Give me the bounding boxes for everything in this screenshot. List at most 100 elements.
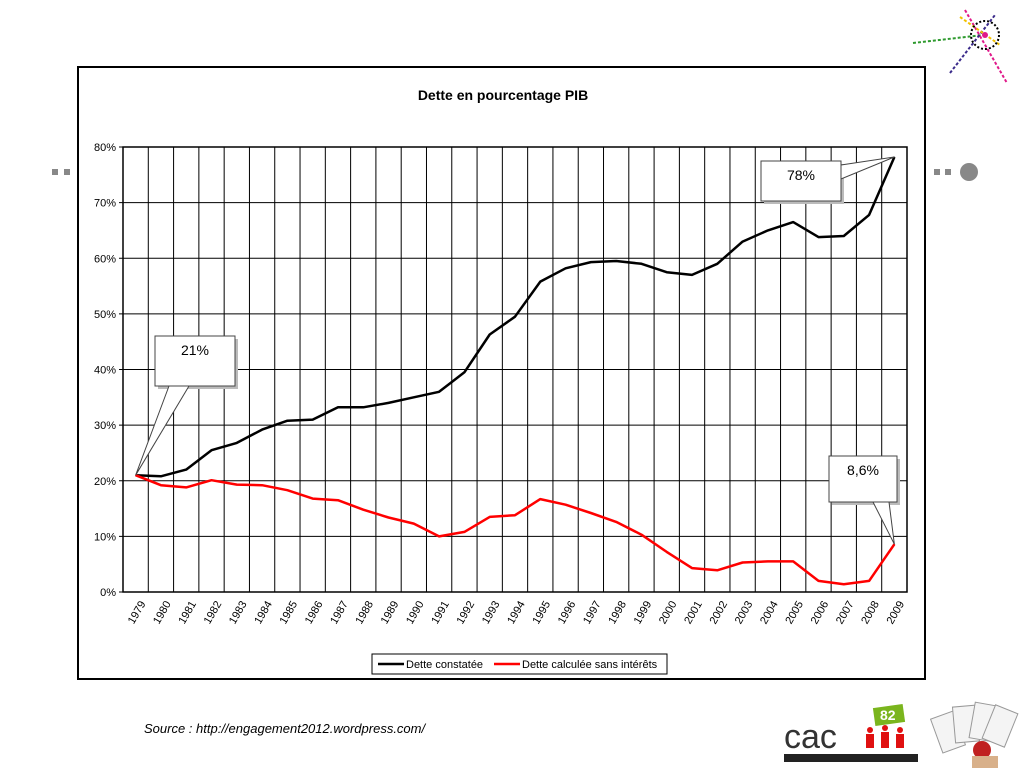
series-point — [337, 499, 339, 501]
x-tick-label: 1994 — [505, 599, 528, 626]
series-point — [590, 512, 592, 514]
series-point — [286, 489, 288, 491]
series-point — [362, 406, 364, 408]
series-point — [615, 260, 617, 262]
series-point — [742, 241, 744, 243]
series-point — [211, 479, 213, 481]
series-point — [286, 420, 288, 422]
x-tick-label: 1998 — [606, 599, 629, 626]
x-tick-label: 1999 — [632, 599, 655, 626]
series-point — [640, 534, 642, 536]
series-point — [489, 333, 491, 335]
series-point — [666, 271, 668, 273]
series-point — [716, 263, 718, 265]
series-point — [691, 567, 693, 569]
legend: Dette constatée Dette calculée sans intér… — [371, 653, 668, 675]
legend-label-1: Dette calculée sans intérêts — [522, 659, 658, 671]
series-point — [817, 236, 819, 238]
x-tick-label: 1979 — [126, 599, 149, 626]
callout-box — [154, 335, 236, 387]
x-tick-label: 1986 — [303, 599, 326, 626]
series-point — [767, 229, 769, 231]
decorative-burst-icon — [912, 9, 1008, 84]
left-dots-icon — [52, 169, 70, 175]
annotation-callout: 78% — [760, 156, 895, 204]
x-tick-label: 2000 — [657, 599, 680, 626]
x-tick-label: 2003 — [733, 599, 756, 626]
x-tick-label: 2008 — [859, 599, 882, 626]
callout-box — [828, 455, 898, 503]
series-point — [160, 475, 162, 477]
x-tick-label: 2004 — [758, 599, 781, 626]
y-tick-label: 80% — [94, 142, 116, 154]
series-point — [413, 396, 415, 398]
series-point — [868, 580, 870, 582]
series-point — [615, 521, 617, 523]
series-point — [539, 498, 541, 500]
y-tick-label: 70% — [94, 198, 116, 210]
series-point — [438, 535, 440, 537]
series-point — [539, 281, 541, 283]
x-tick-label: 1988 — [353, 599, 376, 626]
series-point — [817, 580, 819, 582]
annotation-callout: 8,6% — [828, 455, 900, 545]
series-point — [565, 267, 567, 269]
y-tick-label: 60% — [94, 253, 116, 265]
cards-illustration-icon — [929, 701, 1019, 768]
annotation-label: 21% — [181, 342, 209, 358]
right-dots-icon — [934, 163, 978, 181]
series-point — [362, 509, 364, 511]
x-tick-label: 1987 — [328, 599, 351, 626]
series-point — [388, 402, 390, 404]
x-tick-label: 1980 — [151, 599, 174, 626]
series-point — [868, 214, 870, 216]
series-point — [236, 442, 238, 444]
x-tick-label: 2009 — [885, 599, 908, 626]
series-point — [514, 316, 516, 318]
cac-logo: 82 cac — [784, 704, 918, 762]
series-point — [742, 562, 744, 564]
series-point — [160, 484, 162, 486]
series-point — [185, 469, 187, 471]
x-tick-label: 1989 — [379, 599, 402, 626]
x-tick-label: 2007 — [834, 599, 857, 626]
series-point — [413, 523, 415, 525]
y-tick-label: 20% — [94, 476, 116, 488]
series-point — [792, 221, 794, 223]
logo-number: 82 — [880, 707, 896, 723]
series-point — [565, 504, 567, 506]
x-tick-label: 1983 — [227, 599, 250, 626]
x-tick-label: 1984 — [252, 599, 275, 626]
x-tick-label: 1996 — [556, 599, 579, 626]
series-point — [843, 583, 845, 585]
x-tick-label: 1993 — [480, 599, 503, 626]
series-point — [438, 391, 440, 393]
logo-text: cac — [784, 718, 837, 756]
chart-frame: Dette en pourcentage PIB 0% 10% 20% 30% 40% 5… — [77, 66, 926, 680]
series-point — [312, 419, 314, 421]
x-tick-label: 1991 — [429, 599, 452, 626]
series-point — [716, 569, 718, 571]
x-tick-label: 1982 — [202, 599, 225, 626]
x-tick-label: 1985 — [278, 599, 301, 626]
callout-box — [760, 160, 842, 202]
annotation-callout: 21% — [135, 335, 238, 476]
y-tick-label: 40% — [94, 365, 116, 377]
annotation-label: 8,6% — [847, 462, 879, 478]
x-tick-label: 2002 — [708, 599, 731, 626]
x-tick-label: 2006 — [809, 599, 832, 626]
y-tick-label: 30% — [94, 420, 116, 432]
y-tick-label: 0% — [100, 587, 116, 599]
series-point — [185, 486, 187, 488]
series-point — [463, 371, 465, 373]
chart-title: Dette en pourcentage PIB — [418, 87, 588, 103]
x-tick-label: 1997 — [581, 599, 604, 626]
series-point — [388, 516, 390, 518]
annotation-label: 78% — [787, 167, 815, 183]
x-tick-label: 1990 — [404, 599, 427, 626]
source-caption: Source : http://engagement2012.wordpress… — [144, 721, 426, 736]
series-point — [312, 498, 314, 500]
x-tick-label: 2001 — [682, 599, 705, 626]
series-point — [337, 406, 339, 408]
series-point — [590, 261, 592, 263]
